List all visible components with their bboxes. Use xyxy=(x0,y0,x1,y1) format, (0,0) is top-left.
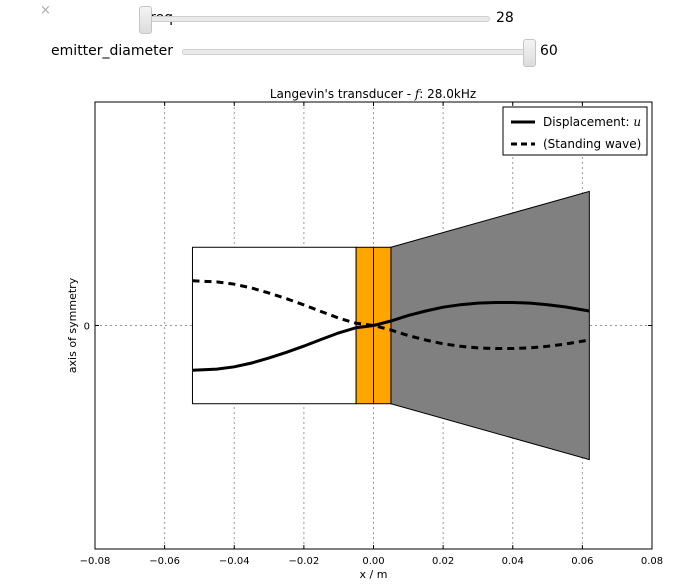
y-tick-label: 0 xyxy=(84,322,90,333)
freq-slider-row: freq 28 xyxy=(0,6,690,34)
displacement-line xyxy=(192,301,590,372)
freq-slider-thumb[interactable] xyxy=(139,6,152,34)
x-tick-label: −0.08 xyxy=(80,556,111,567)
horn-shape xyxy=(390,190,590,461)
chart-title: Langevin's transducer - f: 28.0kHz xyxy=(270,87,476,101)
close-widget-icon[interactable]: × xyxy=(40,3,51,18)
legend-label-displacement: Displacement: u xyxy=(543,115,641,129)
x-tick-label: 0.00 xyxy=(362,556,384,567)
standing-wave-line xyxy=(192,279,590,350)
legend: Displacement: u (Standing wave) xyxy=(502,106,648,156)
transducer-shapes xyxy=(191,190,590,461)
transducer-chart: Langevin's transducer - f: 28.0kHz −0.08… xyxy=(66,87,663,581)
emitter-diameter-slider-thumb[interactable] xyxy=(523,39,536,67)
emitter-diameter-slider-label: emitter_diameter xyxy=(51,43,173,59)
x-tick-label: −0.02 xyxy=(289,556,320,567)
emitter-diameter-slider-row: emitter_diameter 60 xyxy=(0,39,690,67)
axis-ticks: −0.08 −0.06 −0.04 −0.02 0.00 0.02 0.04 0.06 0.08… xyxy=(80,102,663,567)
x-tick-label: −0.04 xyxy=(219,556,250,567)
legend-box xyxy=(502,106,648,156)
x-tick-label: −0.06 xyxy=(149,556,180,567)
x-tick-label: 0.02 xyxy=(432,556,454,567)
y-axis-label: axis of symmetry xyxy=(66,277,79,373)
x-tick-label: 0.04 xyxy=(502,556,524,567)
back-mass-shape xyxy=(191,246,357,405)
emitter-diameter-slider-track[interactable] xyxy=(182,49,533,55)
freq-slider-value: 28 xyxy=(496,10,514,26)
x-tick-label: 0.08 xyxy=(641,556,663,567)
legend-label-standing-wave: (Standing wave) xyxy=(543,137,641,151)
x-tick-label: 0.06 xyxy=(571,556,593,567)
x-axis-label: x / m xyxy=(360,568,388,581)
data-series xyxy=(192,279,590,372)
emitter-diameter-slider-value: 60 xyxy=(540,43,558,59)
freq-slider-track[interactable] xyxy=(143,16,490,22)
